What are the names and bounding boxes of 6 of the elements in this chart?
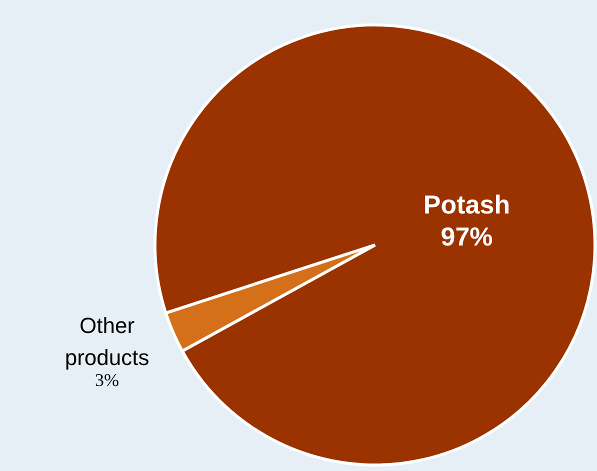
data-label: 3%: [95, 370, 120, 390]
slice-label: Potash: [423, 189, 510, 220]
pie-slice: [164, 244, 376, 353]
slice-label: Other products: [64, 313, 150, 370]
data-label: 97%: [440, 221, 493, 252]
pie-slice: [154, 24, 596, 466]
